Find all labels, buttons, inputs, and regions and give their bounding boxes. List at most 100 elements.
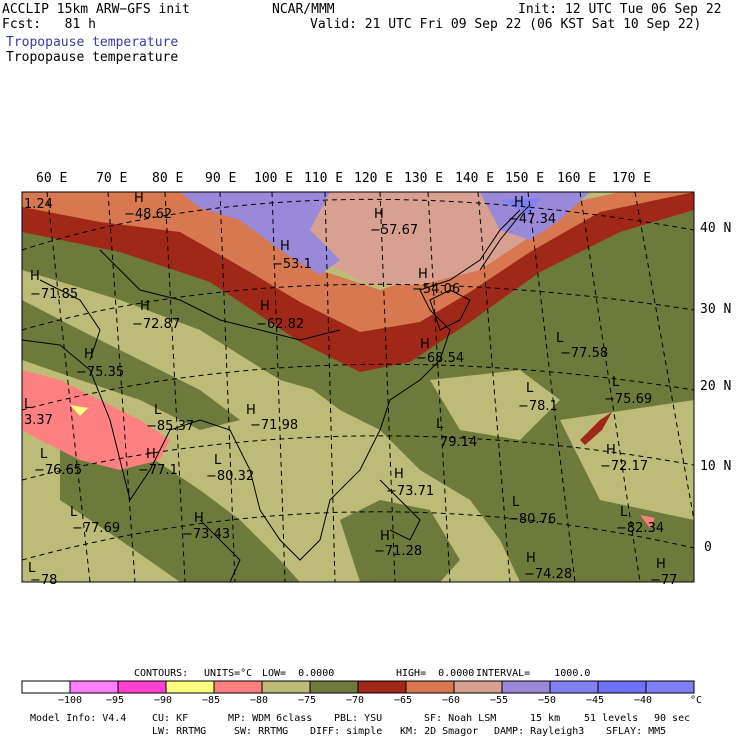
extremum-value: −74.28 xyxy=(524,567,573,582)
extremum-type: H xyxy=(30,269,40,284)
colorbar-tick: −50 xyxy=(538,695,557,706)
extremum-type: L xyxy=(154,403,162,418)
lon-label: 100 E xyxy=(254,171,294,186)
org-label: NCAR/MMM xyxy=(272,2,335,17)
extremum-value: −77 xyxy=(650,573,678,588)
extremum-value: −77.69 xyxy=(72,521,121,536)
colorbar-swatch xyxy=(261,680,311,694)
lon-label: 90 E xyxy=(205,171,237,186)
colorbar-swatch xyxy=(165,680,215,694)
lon-label: 170 E xyxy=(612,171,652,186)
coastlines xyxy=(22,204,531,582)
extremum-value: −68.54 xyxy=(416,351,465,366)
extremum-type: H xyxy=(656,557,666,572)
map-field xyxy=(22,192,694,582)
extremum-value: −57.67 xyxy=(370,223,419,238)
contours-label: CONTOURS: xyxy=(134,668,189,679)
extremum-type: L xyxy=(24,397,32,412)
extremum-type: H xyxy=(140,299,150,314)
extremum-value: −72.17 xyxy=(600,459,649,474)
colorbar-tick: −75 xyxy=(298,695,317,706)
extremum-type: H xyxy=(514,195,524,210)
model-title: ACCLIP 15km ARW−GFS init xyxy=(2,2,190,17)
lon-label: 130 E xyxy=(404,171,444,186)
field-title-shaded: Tropopause temperature xyxy=(6,35,179,50)
extremum-value: 1.24 xyxy=(24,197,53,212)
extremum-type: L xyxy=(28,561,36,576)
extremum-type: H xyxy=(606,443,616,458)
lat-label: 0 xyxy=(704,540,712,555)
lon-label: 110 E xyxy=(304,171,344,186)
colorbar-tick: −85 xyxy=(202,695,221,706)
footer-pbl: PBL: YSU xyxy=(334,713,383,724)
extremum-type: L xyxy=(512,495,520,510)
colorbar-swatch xyxy=(21,680,71,694)
colorbar-swatch xyxy=(309,680,359,694)
footer-cu: CU: KF xyxy=(152,713,189,724)
extremum-type: L xyxy=(612,375,620,390)
lon-label: 120 E xyxy=(354,171,394,186)
init-time: Init: 12 UTC Tue 06 Sep 22 xyxy=(518,2,722,17)
colorbar-tick: −70 xyxy=(346,695,365,706)
lat-label: 30 N xyxy=(700,302,732,317)
colorbar xyxy=(21,680,695,694)
extremum-value: −48.62 xyxy=(124,207,173,222)
extremum-type: H xyxy=(394,467,404,482)
footer-res: 15 km xyxy=(530,713,561,724)
extremum-value: −73.43 xyxy=(182,527,231,542)
lon-label: 80 E xyxy=(152,171,184,186)
extremum-value: −47.34 xyxy=(508,212,557,227)
extremum-type: L xyxy=(70,505,78,520)
extremum-type: H xyxy=(418,267,428,282)
footer-km: KM: 2D Smagor xyxy=(400,726,479,737)
colorbar-swatch xyxy=(501,680,551,694)
colorbar-swatch xyxy=(213,680,263,694)
extremum-value: −62.82 xyxy=(256,317,305,332)
extremum-type: H xyxy=(280,239,290,254)
colorbar-tick: −45 xyxy=(586,695,605,706)
extremum-value: −73.71 xyxy=(386,484,435,499)
extremum-type: H xyxy=(84,347,94,362)
extremum-type: H xyxy=(246,403,256,418)
extremum-type: H xyxy=(374,207,384,222)
units-label: UNITS=°C xyxy=(204,668,253,679)
footer-mp: MP: WDM 6class xyxy=(228,713,313,724)
extremum-type: L xyxy=(620,505,628,520)
colorbar-tick: −60 xyxy=(442,695,461,706)
extremum-type: L xyxy=(436,417,444,432)
extremum-value: −72.87 xyxy=(132,317,181,332)
extremum-value: −71.98 xyxy=(250,418,299,433)
map-frame xyxy=(21,191,695,583)
lon-label: 60 E xyxy=(36,171,68,186)
valid-time: Valid: 21 UTC Fri 09 Sep 22 (06 KST Sat … xyxy=(310,17,702,32)
extremum-value: −77.1 xyxy=(138,463,178,478)
colorbar-swatch xyxy=(357,680,407,694)
colorbar-tick: −55 xyxy=(490,695,509,706)
colorbar-tick: −65 xyxy=(394,695,413,706)
colorbar-swatch xyxy=(453,680,503,694)
extremum-type: L xyxy=(214,453,222,468)
colorbar-swatch xyxy=(597,680,647,694)
footer-timestep: 90 sec xyxy=(654,713,691,724)
low-label: LOW= 0.0000 xyxy=(262,668,335,679)
footer-sw: SW: RRTMG xyxy=(234,726,289,737)
footer-sf: SF: Noah LSM xyxy=(424,713,497,724)
footer-lw: LW: RRTMG xyxy=(152,726,207,737)
extremum-value: −78 xyxy=(30,573,58,588)
high-label: HIGH= 0.0000 xyxy=(396,668,475,679)
field-title-contour: Tropopause temperature xyxy=(6,50,179,65)
lat-label: 20 N xyxy=(700,379,732,394)
lon-label: 160 E xyxy=(557,171,597,186)
footer-levels: 51 levels xyxy=(584,713,639,724)
extremum-type: L xyxy=(526,381,534,396)
colorbar-swatch xyxy=(117,680,167,694)
lon-label: 140 E xyxy=(455,171,495,186)
extremum-type: H xyxy=(526,551,536,566)
extremum-value: −75.35 xyxy=(76,365,125,380)
lon-label: 70 E xyxy=(96,171,128,186)
extremum-value: −54.06 xyxy=(412,282,461,297)
forecast-hour: Fcst: 81 h xyxy=(2,17,96,32)
colorbar-unit: °C xyxy=(690,695,703,706)
extremum-value: −76.65 xyxy=(34,463,83,478)
